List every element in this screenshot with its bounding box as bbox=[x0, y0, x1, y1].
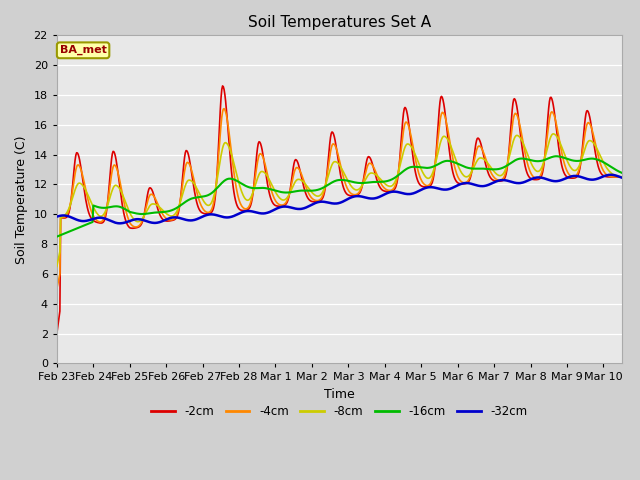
Y-axis label: Soil Temperature (C): Soil Temperature (C) bbox=[15, 135, 28, 264]
Legend: -2cm, -4cm, -8cm, -16cm, -32cm: -2cm, -4cm, -8cm, -16cm, -32cm bbox=[147, 401, 532, 423]
X-axis label: Time: Time bbox=[324, 388, 355, 401]
Title: Soil Temperatures Set A: Soil Temperatures Set A bbox=[248, 15, 431, 30]
Text: BA_met: BA_met bbox=[60, 45, 106, 56]
